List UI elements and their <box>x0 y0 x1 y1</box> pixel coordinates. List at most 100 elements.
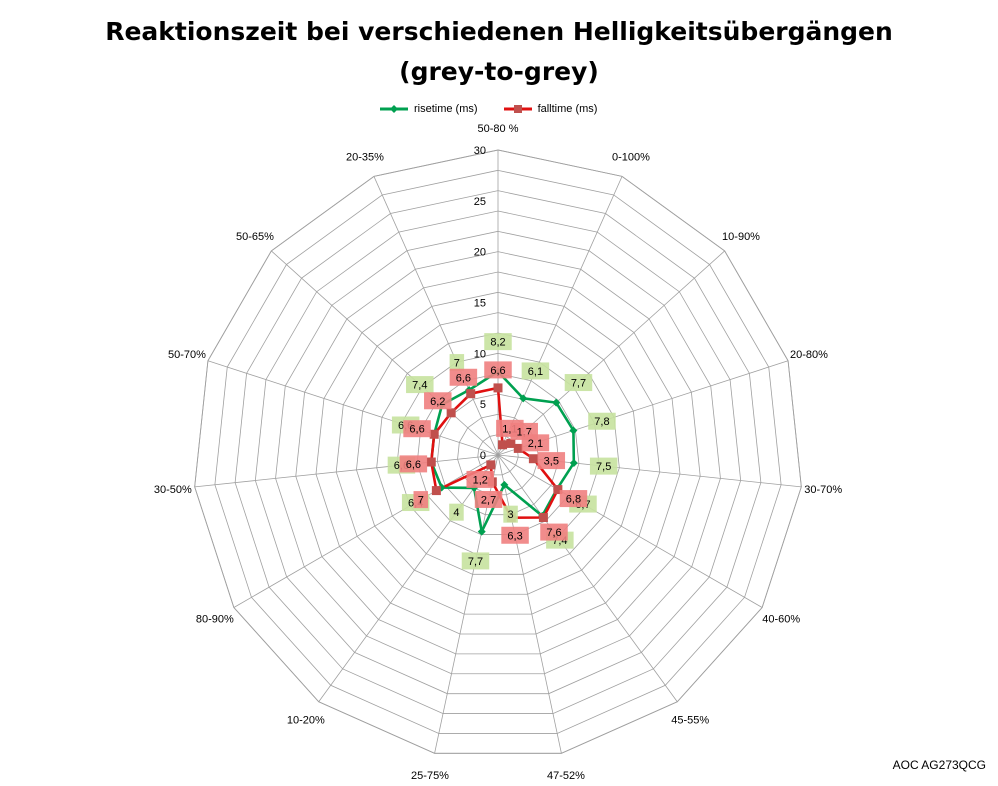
falltime-data-label: 2,7 <box>481 494 496 506</box>
risetime-data-label: 8,2 <box>490 337 505 349</box>
category-label: 10-20% <box>287 715 325 727</box>
risetime-point <box>569 426 578 435</box>
falltime-label-bg <box>521 434 550 452</box>
falltime-label-bg <box>424 392 452 410</box>
falltime-label-bg <box>466 470 494 488</box>
risetime-point <box>552 398 561 407</box>
falltime-point <box>513 443 523 453</box>
falltime-label-bg <box>540 523 568 541</box>
risetime-data-label: 7,4 <box>412 380 427 392</box>
risetime-label-bg <box>406 376 434 394</box>
series-line-risetime <box>429 370 576 533</box>
grid-spoke <box>194 454 499 488</box>
falltime-data-label: 6,3 <box>507 530 522 542</box>
risetime-data-label: 3 <box>508 509 514 521</box>
risetime-data-label: 7,5 <box>596 461 611 473</box>
falltime-label-bg <box>484 361 512 379</box>
radial-tick-label: 15 <box>474 298 486 310</box>
grid-ring <box>416 373 580 535</box>
falltime-label-bg <box>501 526 529 544</box>
falltime-point <box>506 438 516 448</box>
grid-spoke <box>497 454 763 608</box>
falltime-point <box>426 457 436 467</box>
falltime-data-label: 1,2 <box>473 474 488 486</box>
category-label: 0-100% <box>612 151 650 163</box>
falltime-data-label: 7 <box>418 495 424 507</box>
legend-risetime-label: risetime (ms) <box>414 103 478 115</box>
chart-title-line1: Reaktionszeit bei verschiedenen Helligke… <box>105 17 893 46</box>
category-label: 30-50% <box>154 484 192 496</box>
falltime-data-label: 6,8 <box>566 494 581 506</box>
grid-ring <box>214 169 782 734</box>
falltime-data-label: 6,2 <box>430 396 445 408</box>
falltime-point <box>466 389 476 399</box>
category-label: 50-65% <box>236 231 274 243</box>
grid-ring <box>335 291 661 615</box>
risetime-data-label: 4 <box>453 507 459 519</box>
falltime-point <box>553 485 563 495</box>
grid-spoke <box>271 250 499 456</box>
risetime-point <box>477 527 486 536</box>
category-label: 25-75% <box>411 770 449 782</box>
risetime-data-label: 6,1 <box>528 366 543 378</box>
falltime-point <box>493 383 503 393</box>
grid-spoke <box>233 454 499 608</box>
falltime-point <box>528 454 538 464</box>
falltime-label-bg <box>413 491 429 509</box>
category-label: 10-90% <box>722 231 760 243</box>
falltime-data-label: 6,6 <box>406 459 421 471</box>
radial-tick-label: 5 <box>480 399 486 411</box>
legend-falltime-swatch <box>503 105 532 113</box>
grid-ring <box>254 210 742 695</box>
falltime-label-bg <box>559 490 588 508</box>
risetime-label-bg <box>449 354 465 372</box>
risetime-label-bg <box>588 412 616 430</box>
risetime-point <box>500 480 509 489</box>
category-label: 47-52% <box>547 770 585 782</box>
grid-ring-outer <box>194 149 802 754</box>
radial-tick-label: 0 <box>480 450 486 462</box>
risetime-data-label: 7 <box>454 358 460 370</box>
falltime-data-label: 6,6 <box>456 372 471 384</box>
risetime-data-label: 7,8 <box>594 416 609 428</box>
grid-spoke <box>497 176 623 456</box>
category-label: 40-60% <box>762 614 800 626</box>
grid-ring <box>234 190 762 714</box>
radial-tick-label: 10 <box>474 348 486 360</box>
category-label: 50-70% <box>168 349 206 361</box>
legend-risetime-swatch <box>380 105 408 113</box>
risetime-point <box>569 458 578 467</box>
grid-spoke <box>373 176 499 456</box>
falltime-point <box>486 460 496 470</box>
grid-ring <box>295 251 701 655</box>
category-label: 20-35% <box>346 151 384 163</box>
falltime-data-label: 6,6 <box>409 424 424 436</box>
falltime-point <box>431 486 441 496</box>
legend: risetime (ms) falltime (ms) <box>380 99 597 119</box>
grid-ring <box>275 230 721 675</box>
chart-title: Reaktionszeit bei verschiedenen Helligke… <box>0 12 998 92</box>
grid-spoke <box>497 250 725 456</box>
falltime-label-bg <box>399 455 428 473</box>
grid-ring <box>396 352 600 555</box>
falltime-data-label: 6,6 <box>490 365 505 377</box>
radial-tick-label: 20 <box>474 247 486 259</box>
falltime-point <box>538 513 548 523</box>
risetime-label-bg <box>484 333 512 351</box>
falltime-data-label: 7,6 <box>546 527 561 539</box>
risetime-label-bg <box>503 505 518 523</box>
grid-spoke <box>497 454 678 702</box>
risetime-point <box>519 394 528 403</box>
falltime-label-bg <box>537 452 566 470</box>
falltime-label-bg <box>403 420 431 438</box>
grid-ring <box>356 312 640 595</box>
radial-tick-label: 25 <box>474 196 486 208</box>
radial-tick-label: 30 <box>474 145 486 157</box>
category-label: 30-70% <box>804 484 842 496</box>
grid-ring <box>315 271 681 635</box>
risetime-data-label: 7,7 <box>468 556 483 568</box>
falltime-point <box>498 440 508 450</box>
risetime-label-bg <box>461 552 490 570</box>
falltime-point <box>429 429 439 439</box>
